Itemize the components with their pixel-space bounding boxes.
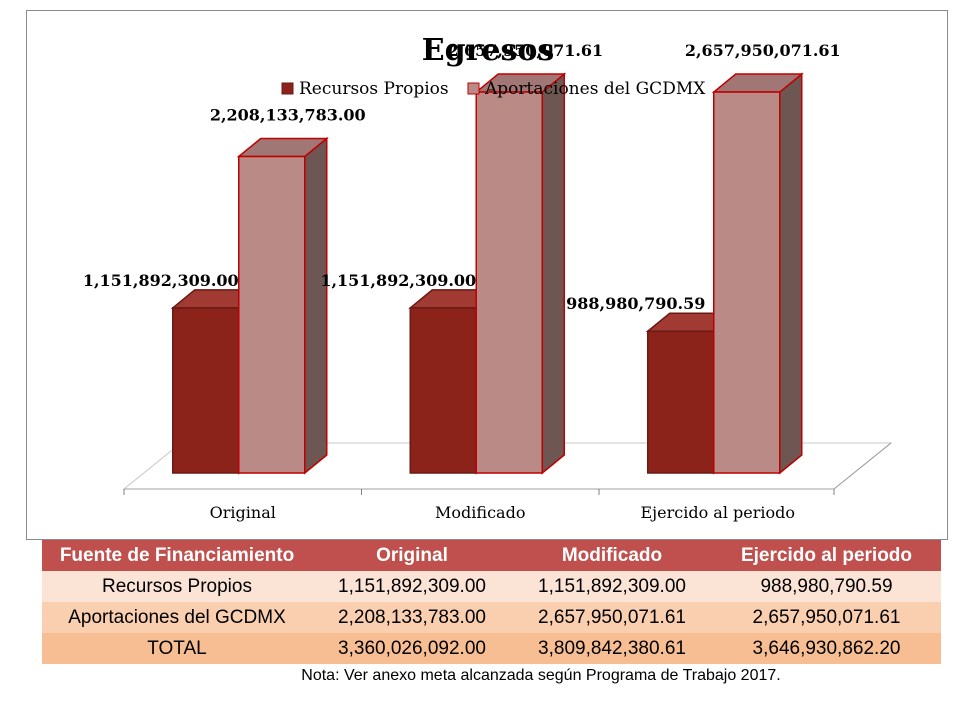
table-cell: TOTAL [42, 633, 312, 664]
table-cell: Aportaciones del GCDMX [42, 602, 312, 633]
table-row: Recursos Propios 1,151,892,309.00 1,151,… [42, 571, 941, 602]
chart-labels: Original 1,151,892,309.00 2,208,133,783.00… [83, 41, 841, 522]
x-tick-label: Ejercido al periodo [640, 503, 795, 522]
bar [409, 307, 477, 474]
table-header-cell: Ejercido al periodo [712, 540, 941, 571]
chart-axis [123, 442, 892, 495]
chart-frame: Original 1,151,892,309.00 2,208,133,783.00… [26, 10, 948, 540]
table-note: Nota: Ver anexo meta alcanzada según Pro… [301, 667, 781, 684]
data-label: 2,208,133,783.00 [210, 106, 366, 125]
table-cell: 1,151,892,309.00 [312, 571, 512, 602]
table-cell: Recursos Propios [42, 571, 312, 602]
legend-label: Recursos Propios [299, 79, 449, 99]
table-cell: 1,151,892,309.00 [512, 571, 712, 602]
table-header-cell: Original [312, 540, 512, 571]
table-total-row: TOTAL 3,360,026,092.00 3,809,842,380.61 … [42, 633, 941, 664]
table-header-cell: Modificado [512, 540, 712, 571]
table-cell: 3,809,842,380.61 [512, 633, 712, 664]
table-header-row: Fuente de Financiamiento Original Modifi… [42, 540, 941, 571]
data-label: 1,151,892,309.00 [320, 271, 476, 290]
bar [647, 330, 715, 474]
x-tick-label: Original [210, 503, 276, 522]
bar-side [304, 136, 328, 475]
table-cell: 3,360,026,092.00 [312, 633, 512, 664]
legend-label: Aportaciones del GCDMX [484, 79, 706, 99]
chart-bars [170, 72, 804, 475]
financing-table: Fuente de Financiamiento Original Modifi… [42, 540, 941, 664]
data-label: 2,657,950,071.61 [685, 41, 841, 60]
table-cell: 2,208,133,783.00 [312, 602, 512, 633]
table-cell: 988,980,790.59 [712, 571, 941, 602]
table-cell: 2,657,950,071.61 [712, 602, 941, 633]
data-label: 2,657,950,071.61 [447, 41, 603, 60]
legend-swatch [281, 82, 294, 95]
legend-swatch [467, 82, 480, 95]
bar-side [541, 72, 565, 475]
chart-legend: Recursos Propios Aportaciones del GCDMX [281, 79, 706, 99]
table-cell: 3,646,930,862.20 [712, 633, 941, 664]
bar [238, 155, 306, 474]
table-cell: 2,657,950,071.61 [512, 602, 712, 633]
bar [713, 91, 781, 474]
bar-side [779, 72, 803, 475]
x-axis-depth-line [833, 442, 892, 490]
chart-title: Egresos [422, 33, 555, 68]
table-row: Aportaciones del GCDMX 2,208,133,783.00 … [42, 602, 941, 633]
bar [475, 91, 543, 474]
bar [172, 307, 240, 474]
data-label: 1,151,892,309.00 [83, 271, 239, 290]
x-tick-label: Modificado [435, 503, 525, 522]
data-label: 988,980,790.59 [566, 294, 705, 313]
chart-svg: Original 1,151,892,309.00 2,208,133,783.00… [83, 33, 893, 522]
table-header-cell: Fuente de Financiamiento [42, 540, 312, 571]
